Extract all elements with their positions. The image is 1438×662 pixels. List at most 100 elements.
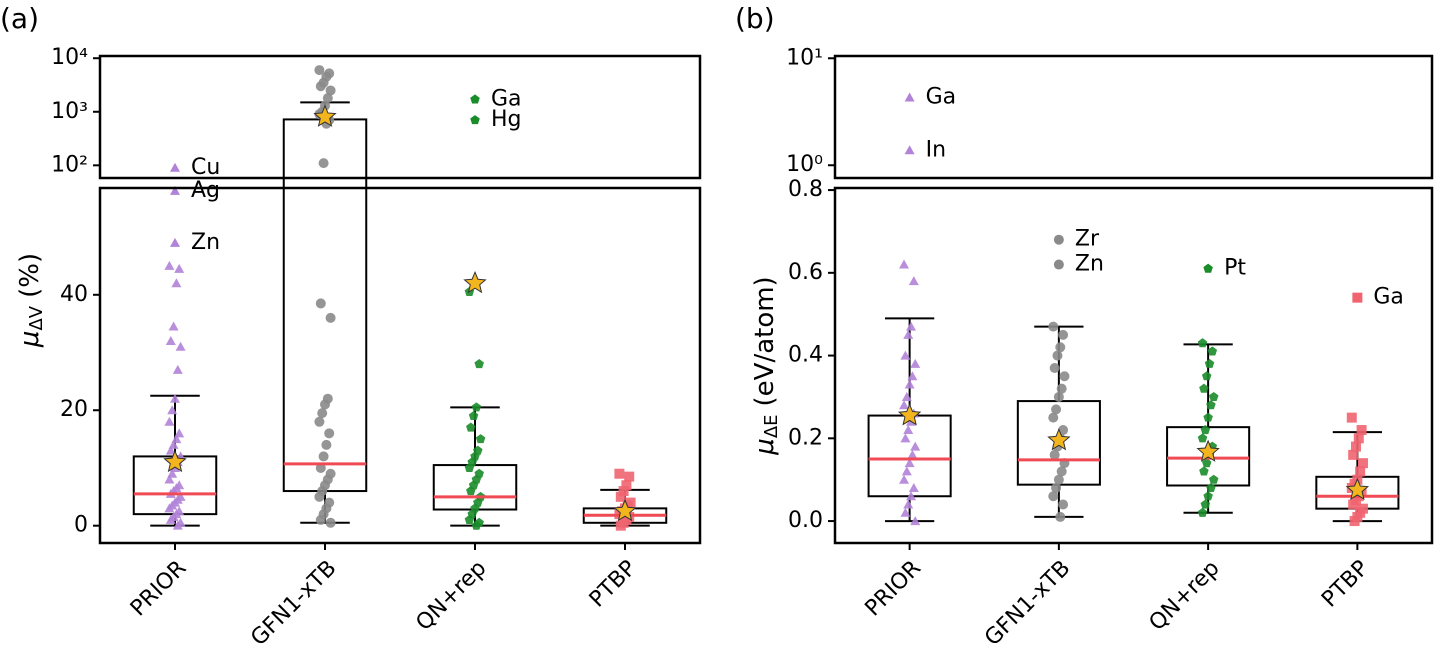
data-point (175, 341, 186, 351)
data-point (325, 312, 336, 323)
y-axis-label: μΔV (%) (15, 253, 48, 348)
data-point (615, 520, 626, 531)
data-point (1059, 371, 1070, 382)
data-point (322, 93, 333, 104)
outlier-label: Hg (491, 107, 522, 132)
outlier-label: Ag (191, 178, 220, 203)
outlier-point (470, 94, 480, 104)
data-point (1203, 491, 1213, 501)
mean-star (463, 270, 487, 294)
data-point (1206, 400, 1216, 410)
data-point (906, 491, 917, 501)
x-tick-label: QN+rep (1145, 556, 1225, 636)
outlier-label: Zn (1075, 252, 1104, 277)
outlier-label: Ga (1373, 285, 1404, 310)
mean-star (163, 449, 187, 473)
outlier-point (1053, 259, 1064, 270)
data-point (624, 471, 635, 482)
data-point (904, 458, 915, 468)
data-point (908, 482, 919, 492)
data-point (1052, 350, 1063, 361)
data-point (165, 445, 176, 455)
outlier-label: Zn (191, 230, 220, 255)
outlier-point (470, 115, 480, 125)
data-point (165, 335, 176, 345)
data-point (466, 486, 476, 496)
data-point (314, 65, 325, 76)
data-point (1204, 358, 1215, 368)
data-point (1201, 371, 1212, 381)
data-point (1355, 466, 1366, 477)
data-point (901, 466, 912, 476)
data-point (1200, 499, 1211, 509)
outlier-point (1203, 263, 1213, 273)
data-point (1058, 499, 1069, 510)
data-point (170, 393, 180, 403)
data-point (468, 411, 479, 421)
x-tick-label: PTBP (585, 556, 642, 613)
data-point (899, 474, 910, 484)
mean-star (1196, 439, 1220, 462)
data-point (471, 520, 482, 530)
mean-star (613, 498, 637, 522)
outlier-label: Cu (191, 155, 220, 180)
data-point (910, 516, 921, 526)
outlier-label: Pt (1224, 256, 1246, 281)
data-point (906, 321, 917, 331)
data-point (1201, 458, 1212, 468)
data-point (901, 391, 912, 401)
mean-star (1047, 428, 1071, 451)
data-point (1048, 491, 1059, 502)
data-point (172, 364, 183, 374)
outlier-point (170, 237, 180, 247)
y-tick-label: 0.4 (788, 343, 823, 368)
data-point (1199, 383, 1209, 393)
data-point (1056, 383, 1067, 394)
data-point (614, 468, 625, 479)
data-point (1053, 391, 1064, 402)
data-point (1051, 404, 1062, 415)
data-point (1356, 425, 1367, 436)
panel: (a) μΔV (%) 0 20 40 10² 10³ 10⁴ PRIOR GFN1-xTB QN+r… (0, 2, 702, 651)
data-point (1199, 466, 1209, 476)
upper-axes-frame (833, 54, 1434, 180)
data-point (910, 441, 921, 451)
data-point (1197, 338, 1208, 348)
y-axis-label: μΔE (eV/atom) (750, 276, 783, 455)
data-point (1053, 474, 1064, 485)
y-tick-label: 10³ (51, 99, 88, 124)
outlier-point (904, 145, 915, 155)
data-point (1348, 449, 1359, 460)
data-point (1206, 482, 1216, 493)
data-point (903, 499, 914, 509)
data-point (167, 405, 178, 415)
data-point (168, 321, 179, 331)
x-tick-label: PTBP (1317, 556, 1374, 613)
data-point (1208, 391, 1219, 401)
x-tick-label: GFN1-xTB (980, 556, 1075, 651)
y-tick-label: 0.0 (788, 508, 823, 533)
data-point (318, 158, 329, 169)
y-tick-label: 0.8 (788, 177, 823, 202)
x-tick-label: QN+rep (411, 556, 491, 636)
data-point (1051, 482, 1062, 493)
outlier-label: Ga (491, 86, 522, 111)
data-point (900, 350, 911, 360)
data-point (171, 278, 182, 288)
x-tick-label: PRIOR (861, 556, 927, 622)
data-point (907, 371, 918, 381)
outlier-point (1053, 234, 1064, 245)
outlier-label: In (926, 137, 946, 162)
data-point (325, 85, 336, 96)
data-point (904, 379, 915, 389)
outlier-point (170, 185, 180, 195)
y-tick-label: 10⁰ (786, 152, 823, 177)
data-point (314, 416, 325, 427)
y-label-symbol: μ (750, 438, 780, 456)
y-label-subscript: ΔV (26, 305, 47, 330)
data-point (1049, 449, 1060, 460)
outlier-point (1352, 292, 1363, 303)
data-point (164, 474, 175, 484)
y-tick-label: 10⁴ (51, 45, 88, 70)
data-point (1056, 466, 1067, 477)
